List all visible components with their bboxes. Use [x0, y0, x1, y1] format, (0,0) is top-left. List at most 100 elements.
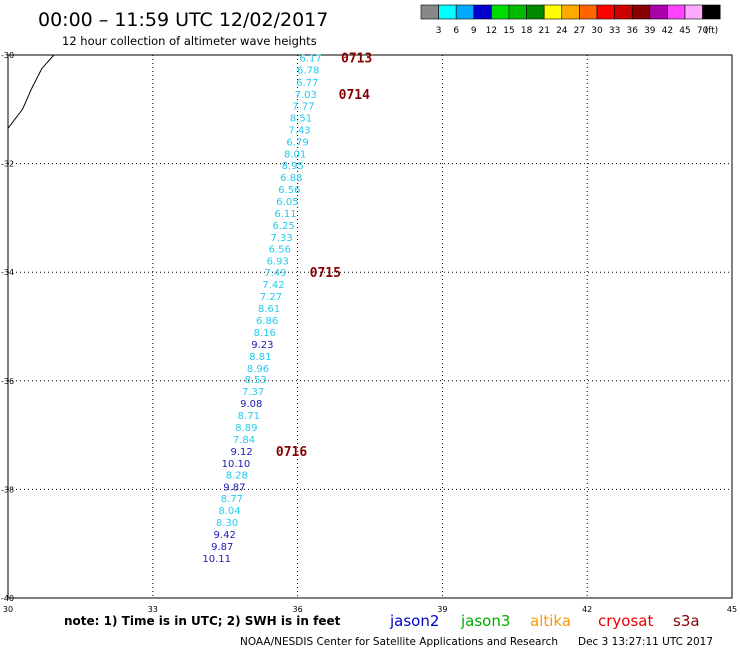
- y-tick-label: -30: [1, 51, 14, 60]
- color-swatch: [614, 4, 633, 20]
- satellite-legend-s3a: s3a: [673, 612, 700, 630]
- x-tick-label: 39: [437, 605, 447, 614]
- color-scale-label: 24: [556, 26, 568, 36]
- wave-height-label: 9.87: [223, 483, 245, 494]
- color-scale-label: 27: [574, 26, 585, 36]
- satellite-legend-cryosat: cryosat: [598, 612, 653, 630]
- pass-time-label: 0716: [276, 445, 307, 460]
- color-scale-unit: (ft): [705, 26, 719, 36]
- x-tick-label: 42: [582, 605, 592, 614]
- credit-text: NOAA/NESDIS Center for Satellite Applica…: [240, 636, 558, 648]
- units-note: note: 1) Time is in UTC; 2) SWH is in fe…: [64, 614, 341, 628]
- wave-height-label: 8.04: [218, 506, 240, 517]
- wave-height-label: 8.77: [221, 494, 243, 505]
- chart-title: 00:00 – 11:59 UTC 12/02/2017: [38, 9, 328, 31]
- wave-height-label: 9.08: [240, 399, 262, 410]
- wave-height-label: 8.61: [258, 304, 280, 315]
- color-swatch: [596, 4, 615, 20]
- wave-height-label: 6.88: [280, 173, 302, 184]
- color-scale-label: 21: [538, 26, 549, 36]
- plot-frame: [7, 54, 733, 599]
- wave-height-label: 8.51: [290, 113, 312, 124]
- wave-height-label: 8.71: [238, 411, 260, 422]
- color-swatch: [649, 4, 668, 20]
- color-swatch: [561, 4, 580, 20]
- color-swatch: [667, 4, 686, 20]
- y-tick-label: -38: [1, 485, 14, 494]
- color-swatch: [684, 4, 703, 20]
- color-scale-label: 30: [591, 26, 603, 36]
- y-tick-label: -32: [1, 160, 14, 169]
- wave-height-label: 8.30: [216, 518, 238, 529]
- color-swatch: [702, 4, 721, 20]
- wave-height-label: 7.42: [262, 280, 284, 291]
- wave-height-label: 6.56: [278, 185, 300, 196]
- color-swatch: [473, 4, 492, 20]
- coastline: [7, 54, 55, 129]
- wave-height-label: 7.43: [288, 125, 310, 136]
- y-tick-label: -40: [1, 594, 14, 603]
- pass-time-label: 0713: [341, 52, 372, 67]
- wave-height-label: 7.37: [242, 387, 264, 398]
- x-tick-label: 45: [727, 605, 737, 614]
- wave-height-label: 6.86: [256, 316, 278, 327]
- wave-height-label: 8.28: [226, 471, 248, 482]
- x-tick-label: 36: [293, 605, 303, 614]
- wave-height-label: 7.84: [233, 435, 255, 446]
- color-scale-label: 15: [503, 26, 514, 36]
- color-scale-label: 9: [471, 26, 477, 36]
- wave-height-label: 7.49: [264, 268, 286, 279]
- wave-height-label: 9.87: [211, 542, 233, 553]
- wave-height-label: 9.23: [251, 340, 273, 351]
- color-scale-label: 6: [453, 26, 459, 36]
- color-swatch: [631, 4, 651, 20]
- color-scale-label: 42: [662, 26, 673, 36]
- wave-height-label: 8.95: [282, 161, 304, 172]
- color-swatch: [491, 4, 510, 20]
- satellite-legend: jason2 jason3 altika cryosat s3a: [389, 612, 700, 630]
- plot-area: 30 33 36 39 42 45-30-32-34-36-38-406.176.786.…: [1, 51, 737, 614]
- color-swatch: [579, 4, 598, 20]
- wave-height-label: 8.16: [254, 328, 276, 339]
- wave-height-label: 7.03: [295, 90, 317, 101]
- color-scale-label: 12: [486, 26, 497, 36]
- wave-height-label: 10.11: [202, 554, 231, 565]
- wave-height-label: 7.33: [271, 233, 293, 244]
- color-swatch: [455, 4, 475, 20]
- wave-height-label: 6.93: [267, 256, 289, 267]
- wave-height-label: 7.27: [260, 292, 282, 303]
- wave-height-label: 10.10: [222, 459, 251, 470]
- satellite-legend-jason3: jason3: [460, 612, 510, 630]
- color-scale-label: 39: [644, 26, 656, 36]
- wave-height-label: 6.79: [286, 137, 308, 148]
- wave-height-label: 6.05: [276, 197, 298, 208]
- color-scale-legend: 3 6 9 12 15 18 21 24 27 30 33 36 39 42 45 70(ft): [420, 4, 721, 36]
- color-swatch: [508, 4, 527, 20]
- color-scale-label: 3: [436, 26, 442, 36]
- wave-height-label: 9.12: [230, 447, 252, 458]
- pass-time-label: 0714: [339, 88, 370, 103]
- wave-height-label: 6.17: [299, 54, 321, 65]
- color-swatch: [438, 4, 457, 20]
- wave-height-label: 7.77: [292, 101, 314, 112]
- color-swatch: [543, 4, 563, 20]
- wave-height-label: 8.96: [247, 364, 269, 375]
- color-scale-label: 18: [521, 26, 533, 36]
- wave-height-label: 8.81: [249, 352, 271, 363]
- wave-height-label: 8.89: [235, 423, 257, 434]
- x-tick-label: 30: [3, 605, 13, 614]
- chart-subtitle: 12 hour collection of altimeter wave hei…: [62, 34, 317, 48]
- satellite-legend-jason2: jason2: [389, 612, 439, 630]
- wave-height-label: 6.77: [296, 78, 318, 89]
- color-scale-label: 70: [697, 26, 709, 36]
- y-tick-label: -36: [1, 377, 14, 386]
- x-tick-label: 33: [148, 605, 158, 614]
- wave-height-label: 9.42: [214, 530, 236, 541]
- color-scale-label: 36: [626, 26, 638, 36]
- wave-height-label: 6.25: [272, 221, 294, 232]
- satellite-legend-altika: altika: [530, 612, 571, 630]
- timestamp-text: Dec 3 13:27:11 UTC 2017: [578, 636, 713, 648]
- y-tick-label: -34: [1, 268, 14, 277]
- wave-height-label: 8.01: [284, 149, 306, 160]
